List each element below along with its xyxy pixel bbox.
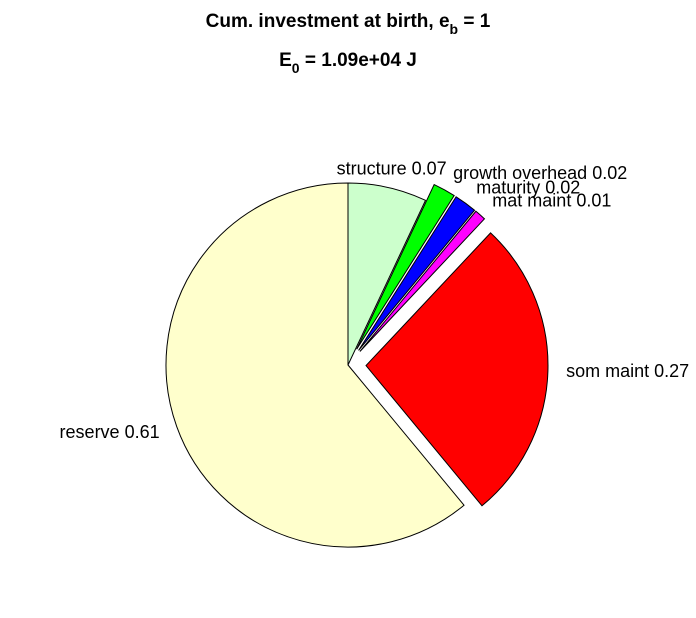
slice-name: structure (337, 158, 407, 178)
title-sub: b (450, 21, 459, 37)
slice-label: maturity 0.02 (476, 177, 580, 197)
pie-slice (356, 183, 455, 350)
chart-title: Cum. investment at birth, eb = 1 (206, 11, 491, 37)
slice-name: som maint (566, 361, 649, 381)
slice-label: growth overhead 0.02 (453, 163, 627, 183)
slice-value: 0.02 (545, 177, 580, 197)
title-after: = 1 (458, 11, 491, 32)
slice-value: 0.27 (654, 361, 689, 381)
subtitle-sub: 0 (292, 60, 300, 76)
slice-name: reserve (60, 422, 120, 442)
chart-subtitle: E0 = 1.09e+04 J (279, 50, 417, 76)
slice-value: 0.02 (592, 163, 627, 183)
subtitle-text: E (279, 50, 292, 71)
slice-label: structure 0.07 (337, 158, 447, 178)
slice-name: maturity (476, 177, 540, 197)
slice-value: 0.07 (412, 158, 447, 178)
title-text: Cum. investment at birth, e (206, 11, 450, 32)
pie-slice (365, 232, 549, 507)
slice-name: growth overhead (453, 163, 587, 183)
subtitle-after: = 1.09e+04 J (300, 50, 417, 71)
slice-label: som maint 0.27 (566, 361, 689, 381)
slice-label: mat maint 0.01 (492, 190, 611, 210)
slice-value: 0.61 (125, 422, 160, 442)
pie-slice (165, 182, 465, 548)
slice-value: 0.01 (576, 190, 611, 210)
pie-slice (359, 210, 486, 352)
slice-name: mat maint (492, 190, 571, 210)
pie-slice (358, 196, 476, 351)
slice-label: reserve 0.61 (60, 422, 160, 442)
